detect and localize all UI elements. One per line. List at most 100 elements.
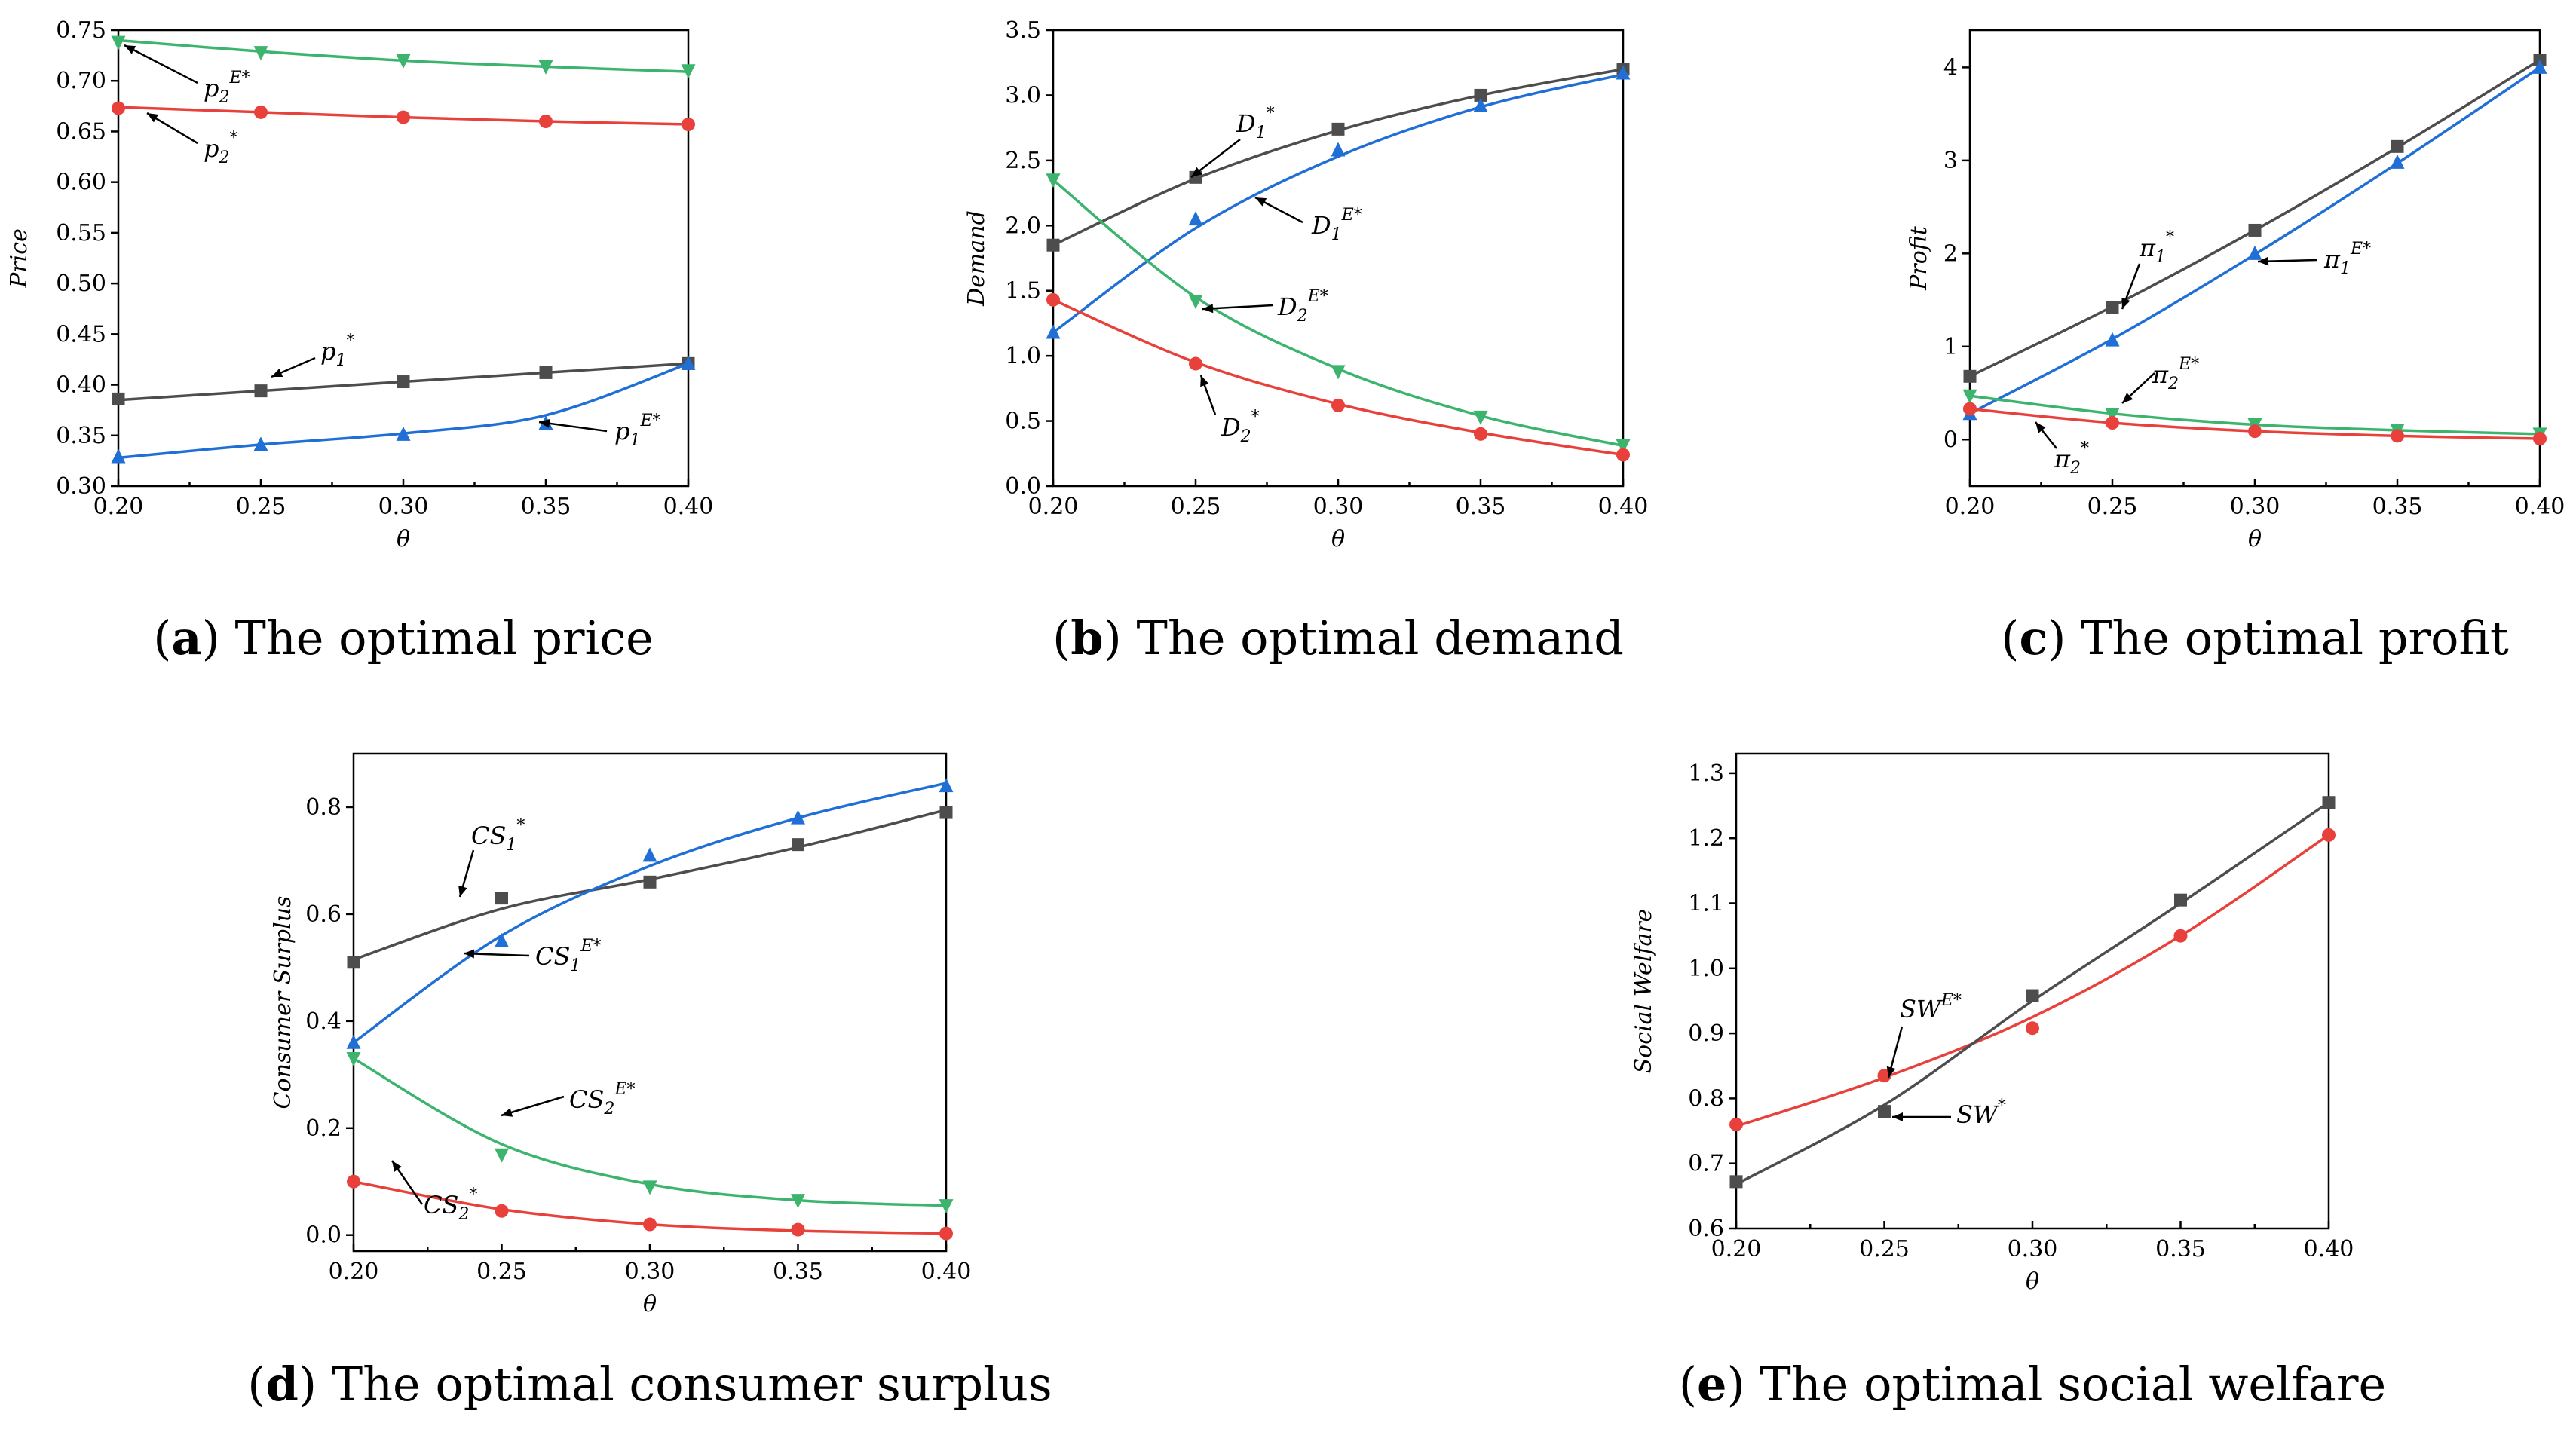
annotation: p1* <box>271 332 354 378</box>
x-tick-label: 0.20 <box>1945 494 1996 520</box>
data-point <box>642 847 657 862</box>
annotation-label: D2E* <box>1277 287 1328 326</box>
y-tick-label: 1.0 <box>1688 956 1724 982</box>
x-tick-label: 0.20 <box>1711 1236 1762 1262</box>
annotation-label: π1* <box>2139 228 2174 267</box>
data-point <box>2173 929 2188 943</box>
panel-b-optimal-demand: 0.20 0.25 0.30 0.35 0.40 0.0 0.5 1.0 1.5 2.0 2.5 3.… <box>963 17 1648 665</box>
x-tick-label: 0.30 <box>2008 1236 2058 1262</box>
data-point <box>495 932 509 947</box>
data-point <box>111 448 126 464</box>
y-tick-label: 0.30 <box>56 473 106 500</box>
series-D2* <box>1046 292 1630 462</box>
y-tick-label: 1.3 <box>1688 760 1724 787</box>
y-tick-label: 3 <box>1943 148 1958 174</box>
data-point <box>2322 796 2336 809</box>
x-tick-label: 0.30 <box>2230 494 2280 520</box>
annotation-label: CS2E* <box>569 1080 635 1118</box>
data-point <box>539 366 553 379</box>
data-point <box>1331 365 1346 380</box>
y-tick-label: 0.8 <box>305 794 342 821</box>
data-point <box>1963 369 1977 383</box>
y-axis-title: Consumer Surplus <box>270 896 296 1109</box>
y-tick-label: 3.5 <box>1005 17 1041 44</box>
data-point <box>1188 295 1203 310</box>
x-tick-label: 0.40 <box>1598 494 1649 520</box>
arrowhead <box>1191 167 1202 177</box>
y-tick-label: 0.70 <box>56 68 106 94</box>
x-axis-title: θ <box>1331 526 1345 552</box>
series-line <box>1969 59 2541 378</box>
data-point <box>254 105 268 119</box>
series-line <box>1052 73 1624 334</box>
arrowhead <box>1200 375 1209 387</box>
y-tick-label: 0.0 <box>305 1222 342 1249</box>
data-point <box>643 875 657 889</box>
annotation: D2* <box>1199 375 1260 446</box>
series-p2E* <box>111 35 696 79</box>
plot-frame <box>352 752 948 1253</box>
annotation: D2E* <box>1202 287 1328 326</box>
data-point <box>1188 211 1203 226</box>
annotation-arrow <box>124 44 198 84</box>
y-tick-label: 0.0 <box>1005 473 1041 500</box>
annotation-arrow <box>463 952 530 957</box>
arrowhead <box>1886 1066 1896 1078</box>
y-tick-label: 0.65 <box>56 118 106 145</box>
annotation-label: p1* <box>320 332 354 370</box>
y-tick-label: 3.0 <box>1005 82 1041 109</box>
x-tick-label: 0.25 <box>236 494 286 520</box>
annotation-label: π1E* <box>2323 240 2371 278</box>
y-tick-label: 0.8 <box>1688 1085 1724 1112</box>
series-CS1* <box>347 806 953 969</box>
data-point <box>112 101 125 115</box>
data-point <box>254 384 268 398</box>
x-tick-label: 0.20 <box>93 494 144 520</box>
y-axis-title: Price <box>6 228 32 289</box>
arrowhead <box>1255 197 1267 207</box>
x-tick-label: 0.35 <box>1456 494 1506 520</box>
data-point <box>1474 88 1487 102</box>
data-point <box>2390 154 2405 169</box>
y-axis-title: Social Welfare <box>1631 909 1657 1074</box>
arrowhead <box>2258 256 2269 266</box>
annotation: CS2* <box>391 1160 477 1224</box>
data-point <box>1474 427 1487 441</box>
data-point <box>791 809 805 825</box>
x-tick-label: 0.40 <box>2304 1236 2354 1262</box>
data-point <box>253 436 268 451</box>
data-point <box>1046 324 1061 339</box>
panel-d-optimal-consumer-surplus: 0.20 0.25 0.30 0.35 0.40 0.0 0.2 0.4 0.6 0.8 θ Cons… <box>247 752 1052 1412</box>
series-p2* <box>112 101 695 132</box>
x-tick-label: 0.40 <box>2515 494 2565 520</box>
data-point <box>111 35 126 50</box>
panel-c-optimal-profit: 0.20 0.25 0.30 0.35 0.40 0 1 2 3 4 θ Profit π1* π1E* π… <box>1906 29 2565 665</box>
x-tick-label: 0.25 <box>476 1259 527 1285</box>
annotation: π2* <box>2035 421 2089 478</box>
data-point <box>495 1204 509 1218</box>
x-tick-label: 0.30 <box>378 494 429 520</box>
series-π1* <box>1963 54 2547 383</box>
data-point <box>2532 59 2547 74</box>
y-tick-label: 1.2 <box>1688 825 1724 852</box>
x-axis-title: θ <box>2248 526 2262 552</box>
data-point <box>2248 223 2262 237</box>
annotation-label: CS1E* <box>535 937 601 975</box>
arrowhead <box>501 1108 513 1117</box>
data-point <box>2105 408 2120 423</box>
data-point <box>346 1034 361 1049</box>
data-point <box>347 1174 360 1189</box>
annotation: SW* <box>1892 1097 2006 1129</box>
y-tick-label: 0.4 <box>305 1008 342 1035</box>
data-point <box>1473 410 1488 425</box>
series-SWE* <box>1729 828 2336 1131</box>
data-point <box>682 118 695 132</box>
annotation: p2* <box>146 112 237 167</box>
data-point <box>397 375 410 389</box>
panel-caption: (a) The optimal price <box>153 610 654 665</box>
arrowhead <box>464 949 475 959</box>
series-line <box>352 782 947 1044</box>
x-tick-label: 0.20 <box>329 1259 379 1285</box>
data-point <box>1473 97 1488 112</box>
y-tick-label: 0.35 <box>56 423 106 449</box>
